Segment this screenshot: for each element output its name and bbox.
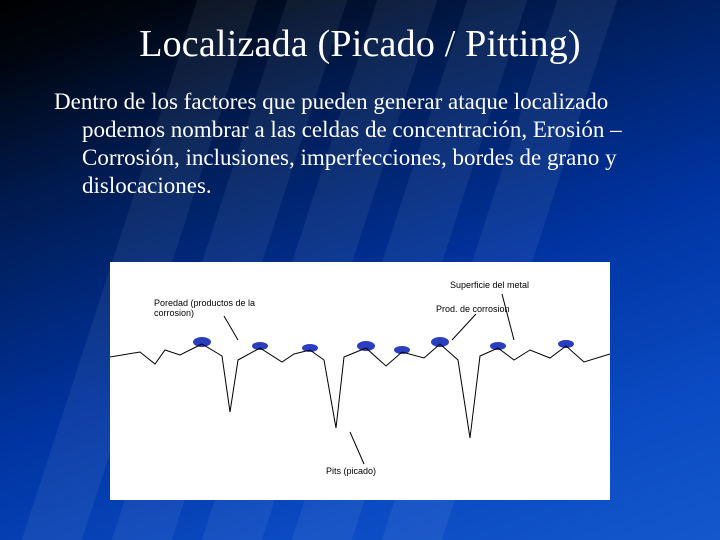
slide-title: Localizada (Picado / Pitting)	[0, 22, 720, 66]
corrosion-products	[193, 337, 574, 354]
body-paragraph: Dentro de los factores que pueden genera…	[28, 88, 688, 200]
pitting-diagram: Poredad (productos de la corrosion) Supe…	[110, 262, 610, 500]
product-blob	[193, 337, 211, 347]
product-blob	[490, 342, 506, 350]
leader-line	[452, 314, 476, 340]
product-blob	[302, 344, 318, 352]
label-porosity: Poredad (productos de la corrosion)	[154, 298, 294, 319]
slide: Localizada (Picado / Pitting) Dentro de …	[0, 0, 720, 540]
leader-line	[224, 316, 238, 340]
product-blob	[252, 342, 268, 350]
metal-surface-line	[110, 344, 610, 438]
label-surface: Superficie del metal	[450, 280, 600, 290]
leader-line	[502, 294, 514, 340]
product-blob	[431, 337, 449, 347]
label-products: Prod. de corrosion	[436, 304, 526, 314]
leader-line	[350, 432, 364, 464]
label-pits: Pits (picado)	[326, 466, 416, 476]
slide-body: Dentro de los factores que pueden genera…	[28, 88, 688, 200]
leader-lines	[224, 294, 514, 464]
product-blob	[558, 340, 574, 348]
product-blob	[394, 346, 410, 354]
product-blob	[357, 341, 375, 351]
